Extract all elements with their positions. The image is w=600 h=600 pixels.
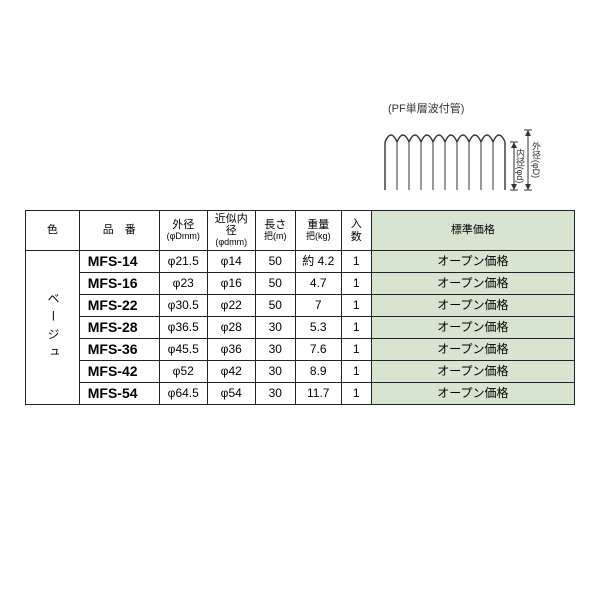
table-row: MFS-54 φ64.5 φ54 30 11.7 1 オープン価格	[26, 383, 575, 405]
col-len: 長さ把(m)	[255, 211, 295, 251]
cell-price: オープン価格	[371, 339, 574, 361]
cell-wt: 7.6	[295, 339, 341, 361]
cell-price: オープン価格	[371, 295, 574, 317]
conduit-cross-section-icon: 内径(φd) 外径(φD)	[380, 120, 570, 210]
cell-price: オープン価格	[371, 361, 574, 383]
col-model: 品 番	[79, 211, 159, 251]
cell-model: MFS-54	[79, 383, 159, 405]
table-row: MFS-16 φ23 φ16 50 4.7 1 オープン価格	[26, 273, 575, 295]
cell-wt: 4.7	[295, 273, 341, 295]
cell-wt: 8.9	[295, 361, 341, 383]
cell-qty: 1	[341, 383, 371, 405]
cell-wt: 7	[295, 295, 341, 317]
diagram-caption: (PF単層波付管)	[380, 100, 570, 116]
cell-len: 50	[255, 295, 295, 317]
inner-diameter-label: 内径(φd)	[515, 147, 525, 183]
cell-model: MFS-28	[79, 317, 159, 339]
cell-qty: 1	[341, 295, 371, 317]
cell-model: MFS-42	[79, 361, 159, 383]
conduit-diagram: (PF単層波付管) 内径(φd) 外径(φD)	[380, 100, 570, 210]
cell-od: φ30.5	[159, 295, 207, 317]
cell-id: φ16	[207, 273, 255, 295]
cell-wt: 約 4.2	[295, 251, 341, 273]
col-id: 近似内径(φdmm)	[207, 211, 255, 251]
cell-len: 50	[255, 251, 295, 273]
cell-qty: 1	[341, 361, 371, 383]
col-od: 外径(φDmm)	[159, 211, 207, 251]
cell-model: MFS-36	[79, 339, 159, 361]
table-row: ベージュ MFS-14 φ21.5 φ14 50 約 4.2 1 オープン価格	[26, 251, 575, 273]
spec-table: 色 品 番 外径(φDmm) 近似内径(φdmm) 長さ把(m) 重量把(kg)…	[25, 210, 575, 405]
cell-id: φ54	[207, 383, 255, 405]
cell-wt: 5.3	[295, 317, 341, 339]
cell-wt: 11.7	[295, 383, 341, 405]
col-price: 標準価格	[371, 211, 574, 251]
cell-qty: 1	[341, 317, 371, 339]
table-row: MFS-22 φ30.5 φ22 50 7 1 オープン価格	[26, 295, 575, 317]
cell-model: MFS-16	[79, 273, 159, 295]
cell-len: 30	[255, 339, 295, 361]
table-header-row: 色 品 番 外径(φDmm) 近似内径(φdmm) 長さ把(m) 重量把(kg)…	[26, 211, 575, 251]
cell-model: MFS-14	[79, 251, 159, 273]
cell-len: 30	[255, 361, 295, 383]
table-row: MFS-42 φ52 φ42 30 8.9 1 オープン価格	[26, 361, 575, 383]
cell-od: φ45.5	[159, 339, 207, 361]
cell-len: 30	[255, 383, 295, 405]
cell-qty: 1	[341, 251, 371, 273]
cell-od: φ52	[159, 361, 207, 383]
cell-len: 30	[255, 317, 295, 339]
cell-price: オープン価格	[371, 251, 574, 273]
cell-id: φ22	[207, 295, 255, 317]
cell-len: 50	[255, 273, 295, 295]
col-color: 色	[26, 211, 80, 251]
cell-od: φ21.5	[159, 251, 207, 273]
color-group-cell: ベージュ	[26, 251, 80, 405]
cell-price: オープン価格	[371, 317, 574, 339]
outer-diameter-label: 外径(φD)	[531, 141, 541, 178]
cell-id: φ14	[207, 251, 255, 273]
cell-price: オープン価格	[371, 383, 574, 405]
cell-od: φ23	[159, 273, 207, 295]
cell-id: φ28	[207, 317, 255, 339]
cell-price: オープン価格	[371, 273, 574, 295]
cell-id: φ36	[207, 339, 255, 361]
cell-qty: 1	[341, 339, 371, 361]
cell-od: φ36.5	[159, 317, 207, 339]
col-wt: 重量把(kg)	[295, 211, 341, 251]
col-qty: 入数	[341, 211, 371, 251]
spec-table-wrap: 色 品 番 外径(φDmm) 近似内径(φdmm) 長さ把(m) 重量把(kg)…	[25, 210, 575, 405]
table-row: MFS-36 φ45.5 φ36 30 7.6 1 オープン価格	[26, 339, 575, 361]
cell-qty: 1	[341, 273, 371, 295]
cell-id: φ42	[207, 361, 255, 383]
table-row: MFS-28 φ36.5 φ28 30 5.3 1 オープン価格	[26, 317, 575, 339]
cell-model: MFS-22	[79, 295, 159, 317]
cell-od: φ64.5	[159, 383, 207, 405]
